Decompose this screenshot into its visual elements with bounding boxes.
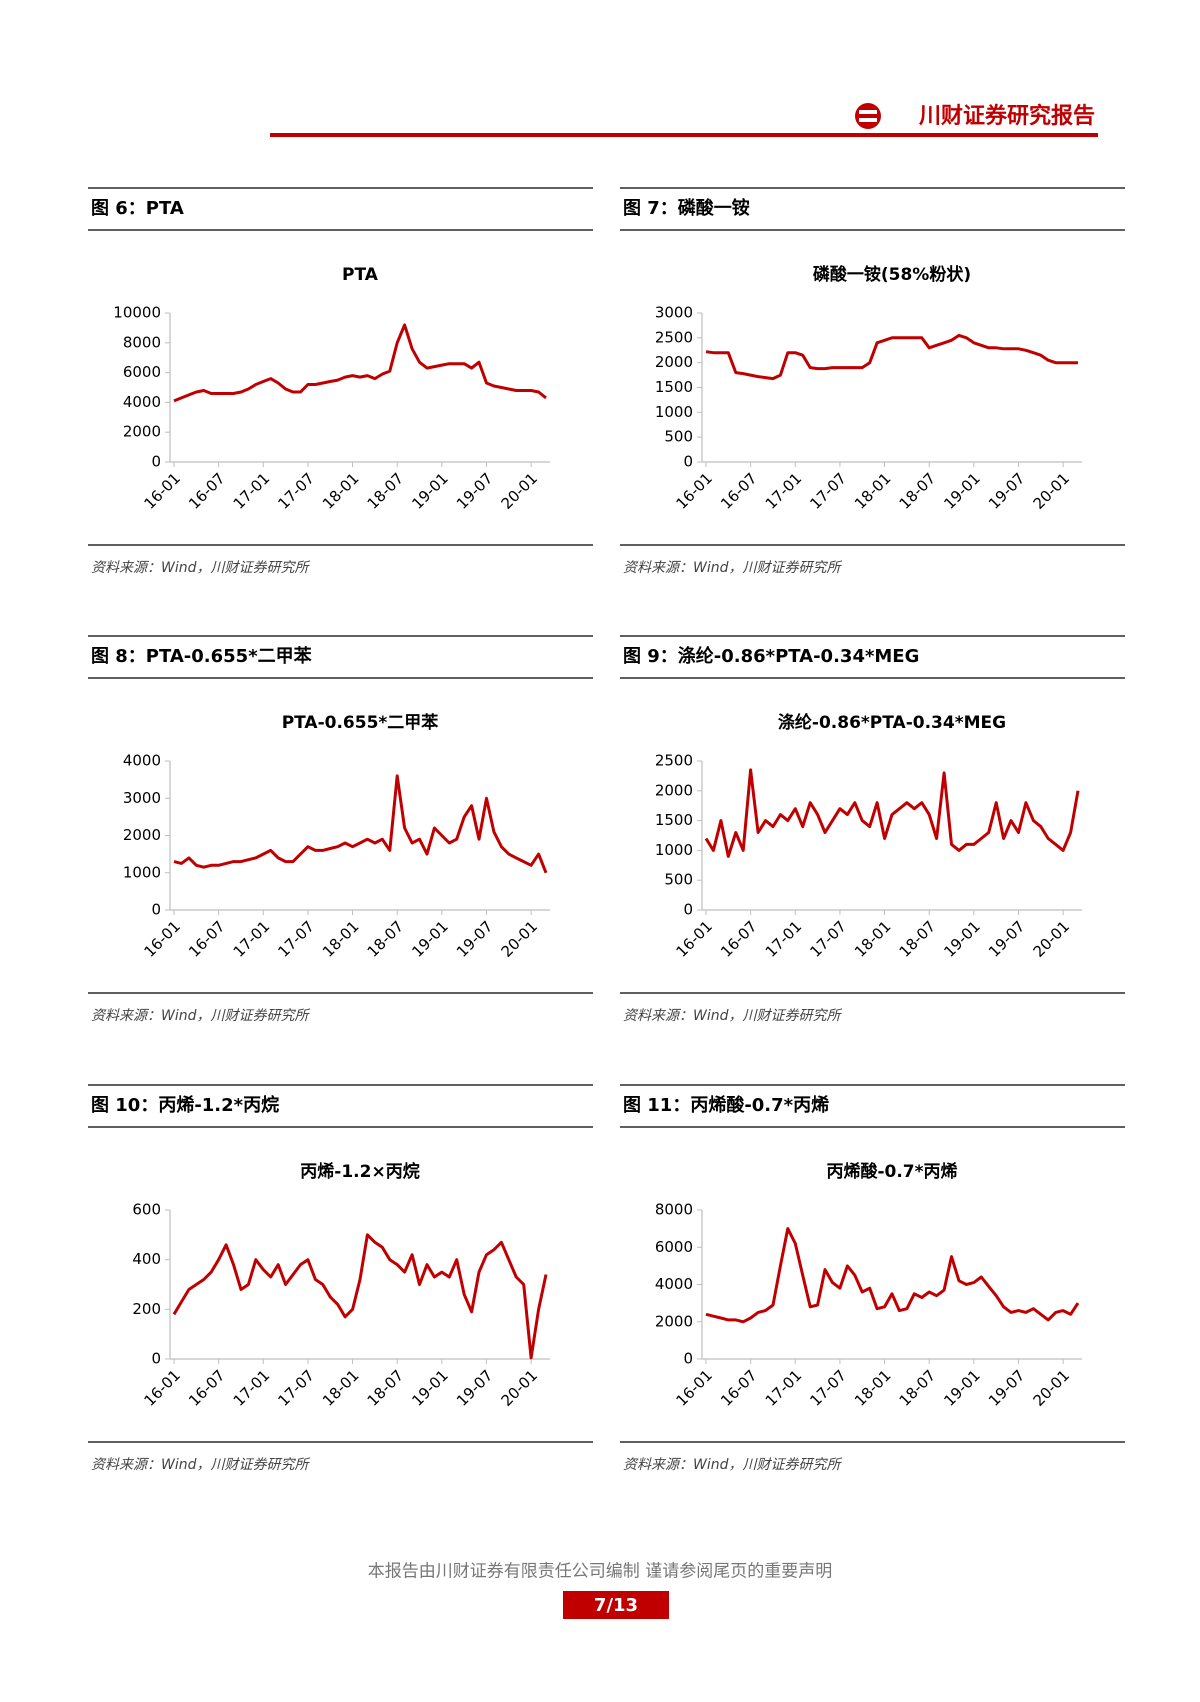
y-tick-label: 2000 [123,826,161,844]
chart-title: 丙烯酸-0.7*丙烯 [826,1161,957,1182]
figure-source: 资料来源：Wind，川财证券研究所 [91,560,310,576]
y-tick-label: 4000 [123,752,161,770]
y-tick-label: 0 [151,901,161,919]
figure-caption: 图 9：涤纶-0.86*PTA-0.34*MEG [623,645,919,667]
y-tick-label: 1000 [123,863,161,881]
y-tick-label: 10000 [113,304,161,322]
y-tick-label: 1000 [655,403,693,421]
y-tick-label: 2000 [655,353,693,371]
figure-caption: 图 10：丙烯-1.2*丙烷 [91,1094,279,1116]
series-line [173,774,548,874]
figure-source: 资料来源：Wind，川财证券研究所 [623,560,842,576]
y-tick-label: 8000 [655,1201,693,1219]
figure-source: 资料来源：Wind，川财证券研究所 [91,1457,310,1473]
chart-title: 涤纶-0.86*PTA-0.34*MEG [778,712,1006,733]
chart-title: PTA-0.655*二甲苯 [282,712,439,733]
y-tick-label: 0 [151,1350,161,1368]
chart-title: 磷酸一铵(58%粉状) [813,264,971,285]
figure-source: 资料来源：Wind，川财证券研究所 [91,1008,310,1024]
y-tick-label: 3000 [655,304,693,322]
y-tick-label: 500 [664,871,693,889]
series-line [704,768,1080,858]
chart-title: PTA [342,265,379,285]
y-tick-label: 2000 [655,781,693,799]
brand: 川财证券研究报告 [918,103,1095,129]
figure-source: 资料来源：Wind，川财证券研究所 [623,1008,842,1024]
y-tick-label: 0 [683,901,693,919]
y-tick-label: 4000 [655,1275,693,1293]
y-tick-label: 2000 [123,423,161,441]
figure-caption: 图 11：丙烯酸-0.7*丙烯 [623,1094,829,1116]
disclaimer: 本报告由川财证券有限责任公司编制 谨请参阅尾页的重要声明 [368,1562,832,1582]
figure-caption: 图 8：PTA-0.655*二甲苯 [91,645,313,667]
page-number: 7/13 [594,1595,638,1616]
series-line [705,1227,1080,1324]
y-tick-label: 2000 [655,1312,693,1330]
y-tick-label: 6000 [655,1238,693,1256]
figure-caption: 图 6：PTA [91,198,184,219]
y-tick-label: 6000 [123,363,161,381]
series-line [173,323,547,403]
brand-logo [855,103,881,129]
y-tick-label: 1500 [655,378,693,396]
page-badge [563,1591,669,1619]
y-tick-label: 1000 [655,841,693,859]
y-tick-label: 0 [683,453,693,471]
y-tick-label: 8000 [123,333,161,351]
y-tick-label: 2500 [655,328,693,346]
y-tick-label: 200 [132,1300,161,1318]
header-rule [270,133,1098,137]
y-tick-label: 1500 [655,811,693,829]
series-line [172,1233,548,1360]
figure-source: 资料来源：Wind，川财证券研究所 [623,1457,842,1473]
figure-caption: 图 7：磷酸一铵 [623,197,750,219]
y-tick-label: 0 [683,1350,693,1368]
y-tick-label: 2500 [655,752,693,770]
y-tick-label: 3000 [123,789,161,807]
y-tick-label: 500 [664,428,693,446]
y-tick-label: 400 [132,1250,161,1268]
y-tick-label: 0 [151,453,161,471]
y-tick-label: 4000 [123,393,161,411]
series-line [705,333,1078,381]
chart-title: 丙烯-1.2×丙烷 [300,1161,419,1182]
y-tick-label: 600 [132,1201,161,1219]
